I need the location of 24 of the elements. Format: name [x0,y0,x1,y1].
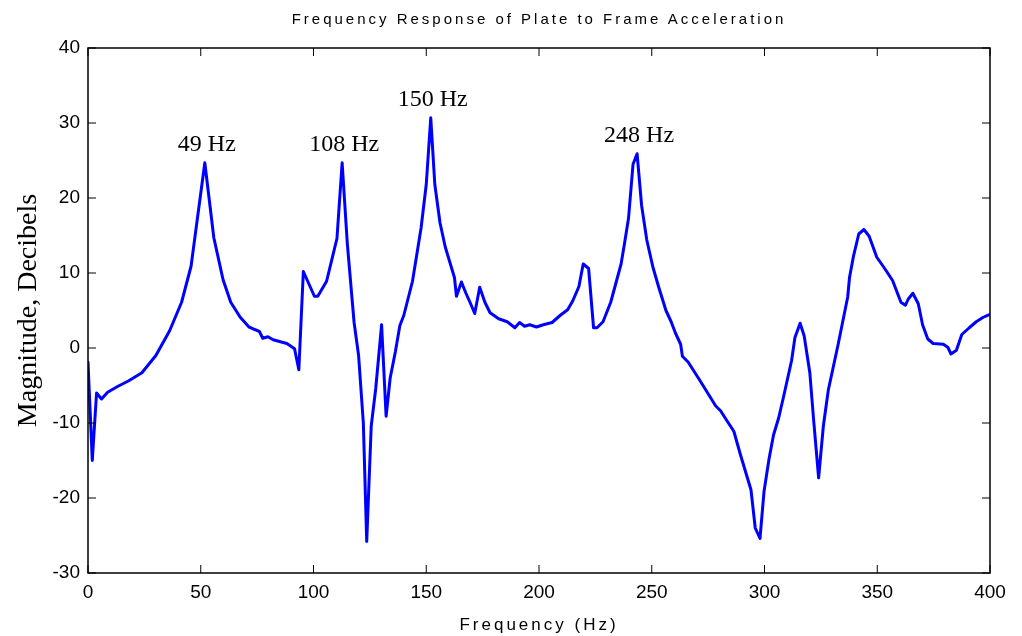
y-tick-label: -10 [52,411,80,433]
x-tick-label: 350 [861,580,894,602]
y-tick-label: -20 [52,486,80,508]
x-tick-label: 150 [410,580,443,602]
y-tick-label: 20 [58,186,80,208]
x-tick-label: 250 [635,580,668,602]
x-tick-label: 300 [748,580,781,602]
y-tick-label: 30 [58,111,80,133]
annotation: 150 Hz [397,85,468,112]
x-tick-label: 100 [297,580,330,602]
y-axis-title: Magnitude, Decibels [11,193,42,428]
x-tick-label: 200 [523,580,555,602]
chart-title: Frequency Response of Plate to Frame Acceleration [291,10,787,27]
annotation: 49 Hz [177,130,236,157]
x-tick-label: 400 [974,580,1006,602]
y-tick-label: -30 [52,561,80,583]
annotation: 108 Hz [309,130,380,157]
y-tick-label: 40 [58,36,80,58]
y-tick-label: 0 [69,336,80,358]
x-axis-title: Frequency (Hz) [459,615,619,634]
x-tick-label: 50 [190,580,212,602]
x-tick-label: 0 [82,580,94,602]
y-tick-label: 10 [58,261,80,283]
annotation: 248 Hz [604,121,675,148]
